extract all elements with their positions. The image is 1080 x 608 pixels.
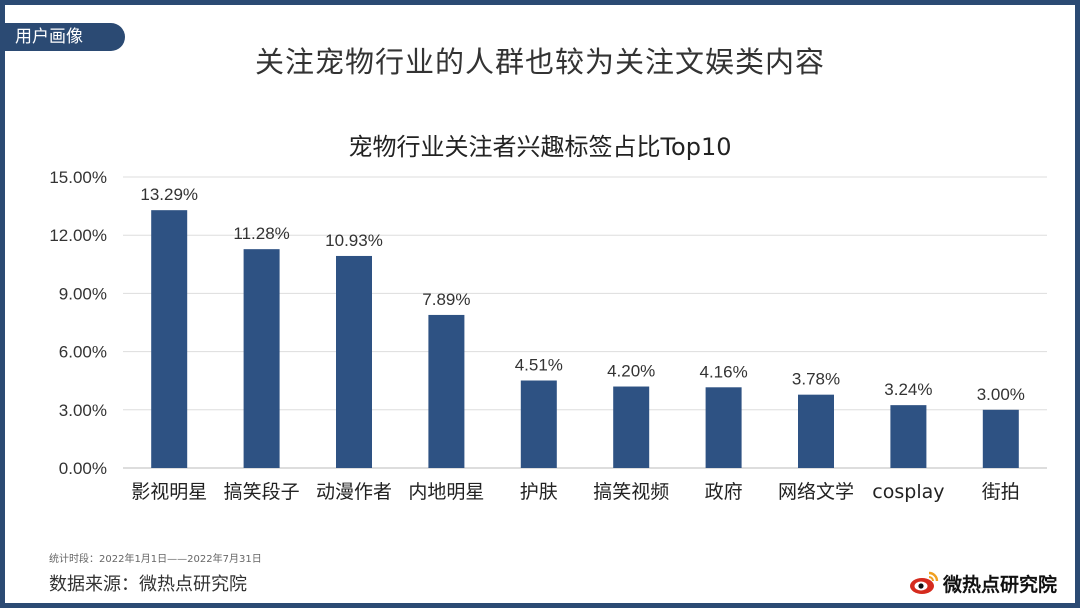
- data-label: 10.93%: [325, 231, 383, 250]
- data-label: 3.24%: [884, 380, 932, 399]
- y-tick-label: 3.00%: [59, 401, 107, 420]
- bar: [336, 255, 372, 468]
- y-tick-label: 0.00%: [59, 459, 107, 478]
- bar: [705, 387, 742, 468]
- y-tick-label: 12.00%: [49, 226, 107, 245]
- x-tick-label: 护肤: [520, 481, 558, 503]
- x-tick-label: 影视明星: [131, 481, 207, 503]
- bar: [243, 249, 280, 468]
- x-tick-label: 政府: [705, 481, 743, 503]
- weibo-eye-icon: [909, 571, 939, 594]
- data-label: 7.89%: [422, 290, 470, 309]
- x-tick-label: 街拍: [982, 481, 1020, 503]
- bar: [890, 405, 927, 468]
- data-label: 11.28%: [233, 224, 289, 243]
- x-tick-label: cosplay: [872, 481, 944, 503]
- data-label: 4.51%: [515, 356, 563, 375]
- bar: [613, 386, 650, 468]
- bar: [798, 394, 834, 468]
- data-label: 3.78%: [792, 370, 840, 389]
- bar: [428, 314, 465, 468]
- brand-logo: 微热点研究院: [909, 568, 1057, 598]
- y-tick-label: 15.00%: [49, 168, 107, 187]
- x-tick-label: 内地明星: [408, 481, 484, 503]
- page-headline: 关注宠物行业的人群也较为关注文娱类内容: [254, 45, 825, 79]
- x-tick-label: 网络文学: [778, 481, 854, 503]
- x-tick-label: 动漫作者: [316, 481, 392, 503]
- bar: [151, 210, 188, 468]
- x-tick-label: 搞笑段子: [224, 481, 300, 503]
- slide-frame: 用户画像 关注宠物行业的人群也较为关注文娱类内容 宠物行业关注者兴趣标签占比To…: [5, 5, 1075, 603]
- logo-text: 微热点研究院: [942, 573, 1057, 596]
- data-label: 4.20%: [607, 362, 655, 381]
- y-tick-label: 6.00%: [59, 343, 107, 362]
- data-label: 3.00%: [977, 385, 1025, 404]
- data-label: 13.29%: [140, 185, 198, 204]
- chart-title: 宠物行业关注者兴趣标签占比Top10: [348, 133, 732, 161]
- bar: [982, 409, 1019, 468]
- bar: [520, 380, 557, 468]
- y-tick-label: 9.00%: [59, 284, 107, 303]
- data-source: 数据来源：微热点研究院: [49, 574, 247, 595]
- data-label: 4.16%: [699, 362, 747, 381]
- section-tag: 用户画像: [5, 23, 125, 51]
- x-tick-label: 搞笑视频: [593, 481, 669, 503]
- bar-chart: 0.00% 3.00% 6.00% 9.00% 12.00% 15.00% 13.29% 影视…: [49, 168, 1047, 503]
- statistics-period: 统计时段：2022年1月1日——2022年7月31日: [49, 554, 262, 565]
